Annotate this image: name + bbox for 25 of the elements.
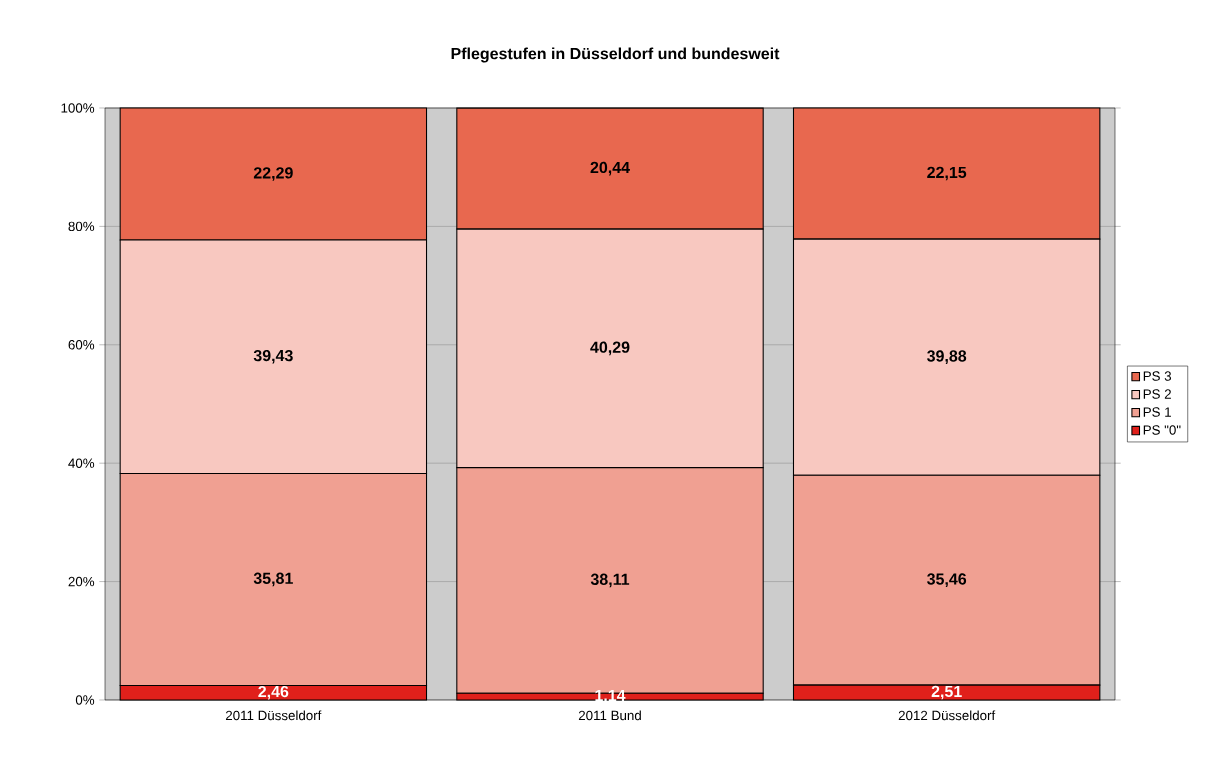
data-label: 22,15	[927, 166, 967, 181]
data-label: 2,46	[258, 685, 289, 700]
data-label: 22,29	[253, 167, 293, 181]
data-label: 20,44	[590, 161, 630, 176]
data-label: 40,29	[590, 341, 630, 356]
y-tick-label: 0%	[75, 695, 95, 705]
x-tick-label: 2011 Düsseldorf	[225, 710, 322, 721]
data-label: 35,81	[253, 572, 293, 587]
legend-label: PS 3	[1143, 371, 1172, 381]
y-tick-label: 40%	[68, 458, 95, 468]
y-tick-label: 60%	[68, 340, 95, 350]
y-tick-label: 20%	[68, 576, 95, 587]
x-tick-label: 2012 Düsseldorf	[898, 710, 996, 721]
x-tick-label: 2011 Bund	[578, 710, 641, 721]
y-tick-label: 100%	[61, 103, 95, 113]
chart-title: Pflegestufen in Düsseldorf und bundesweit	[451, 47, 780, 63]
y-tick-label: 80%	[68, 221, 95, 232]
data-label: 35,46	[927, 573, 967, 587]
legend-label: PS 1	[1143, 407, 1171, 417]
data-label: 2,51	[931, 685, 962, 700]
data-label: 39,43	[253, 349, 293, 364]
legend-label: PS 2	[1143, 389, 1171, 399]
legend-label: PS "0"	[1143, 425, 1181, 435]
data-label: 38,11	[590, 573, 630, 588]
data-label: 39,88	[927, 350, 967, 364]
